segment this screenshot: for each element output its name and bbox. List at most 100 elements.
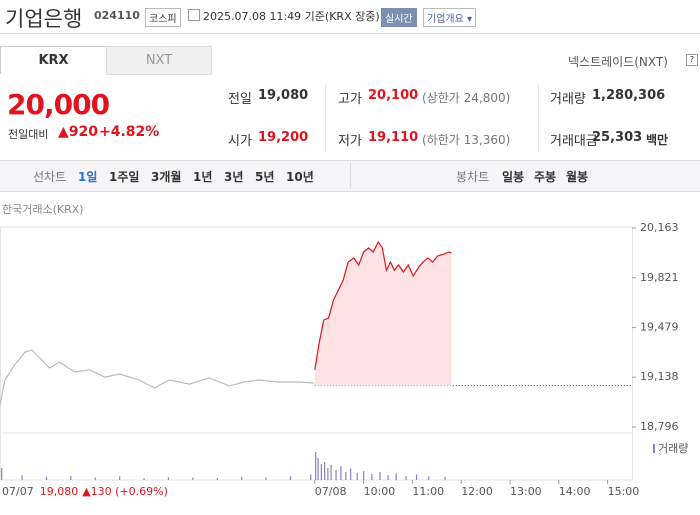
candle-button[interactable]: 주봉 [534,170,557,184]
volume-bar [289,476,292,480]
period-button[interactable]: 5년 [255,170,275,184]
field-label: 거래량 [550,92,586,107]
field-value: 19,110 [368,130,419,145]
change-pct: +4.82% [99,124,160,140]
period-button[interactable]: 1주일 [109,170,140,184]
volume-bar [310,474,312,480]
volume-bar [405,476,407,480]
period-button[interactable]: 1년 [193,170,213,184]
timestamp: 2025.07.08 11:49 기준(KRX 장중) [203,10,380,23]
volume-bar [241,476,243,480]
realtime-badge[interactable]: 실시간 [381,8,417,27]
candle-button[interactable]: 일봉 [502,170,525,184]
candle-chart-label: 봉차트 [456,170,490,184]
nxt-link[interactable]: 넥스트레이드(NXT) [568,55,668,69]
col-sep [325,85,326,150]
field-value: 1,280,306 [592,88,666,103]
candle-button[interactable]: 월봉 [566,170,589,184]
volume-bar [327,468,329,480]
volume-bar [317,458,319,480]
field-value: 19,080 [258,88,309,103]
line-chart-label: 선차트 [33,170,67,184]
volume-legend: 거래량 [658,442,688,455]
price-line [314,240,452,370]
volume-bar [265,477,267,480]
plot-frame [0,226,633,481]
price-line [0,349,315,406]
volume-bar [444,476,446,480]
x-tick-label: 07/08 [315,485,347,498]
volume-bar [395,473,397,480]
period-button[interactable]: 10년 [286,170,314,184]
volume-bar [335,470,337,480]
source: 한국거래소(KRX) [2,203,84,216]
overview-label: 기업개요 [427,14,464,25]
volume-bar [315,452,317,480]
info-price: 19,080 [40,485,79,498]
tab-nxt[interactable]: NXT [106,46,212,75]
x-tick-label: 15:00 [608,485,640,498]
x-tick-label: 12:00 [461,485,493,498]
x-tick-label: 13:00 [510,485,542,498]
volume-bar [192,477,194,480]
stock-name: 기업은행 [5,7,83,31]
volume-bar [356,472,358,480]
field-value: 20,100 [368,88,419,103]
volume-bar [387,475,389,480]
area [314,242,452,386]
volume-bar [363,471,365,480]
overview-button[interactable]: 기업개요 ▾ [423,8,477,27]
field-value: 25,303 [592,130,643,145]
field-note: (하한가 13,360) [422,133,511,147]
volume-bar [428,476,430,480]
y-tick-label: 20,163 [640,221,679,234]
volume-bar [1,468,3,480]
volume-bar [350,468,352,480]
volume-bar [45,476,48,480]
field-label: 전일 [228,92,252,107]
x-tick-label: 14:00 [559,485,591,498]
volume-bar [324,462,326,480]
change: ▲920 [58,124,98,140]
col-sep [538,85,539,150]
calendar-icon [188,9,200,21]
volume-bar [94,477,96,480]
info-date: 07/07 [2,485,34,498]
x-tick-label: 11:00 [412,485,444,498]
field-label: 고가 [338,92,362,107]
field-label: 거래대금 [550,134,598,149]
period-button[interactable]: 3개월 [151,170,182,184]
volume-bar [415,474,418,480]
volume-bar [371,474,373,480]
volume-bar [320,464,322,480]
volume-bar [21,475,23,480]
volume-bar [143,478,145,480]
volume-bar [330,464,332,480]
y-tick-label: 19,821 [640,271,679,284]
volume-bar [119,476,121,480]
volume-bar [70,476,72,480]
field-value: 19,200 [258,130,309,145]
market-badge: 코스피 [145,8,181,27]
field-unit: 백만 [646,133,669,147]
y-tick-label: 18,796 [640,420,679,433]
period-button[interactable]: 3년 [224,170,244,184]
info-change: ▲130 (+0.69%) [82,485,168,498]
current-price: 20,000 [7,88,110,121]
toolbar-sep [350,163,351,188]
divider [0,33,700,34]
volume-bar [167,477,170,480]
x-tick-label: 10:00 [364,485,396,498]
stock-code: 024110 [94,9,140,22]
y-tick-label: 19,138 [640,370,679,383]
period-button[interactable]: 1일 [78,170,98,184]
volume-bar [340,466,342,480]
volume-bar [345,472,347,480]
field-label: 시가 [228,134,252,149]
y-tick-label: 19,479 [640,321,679,334]
change-label: 전일대비 [8,128,49,141]
volume-bar [216,478,218,480]
help-icon[interactable]: ? [686,54,698,66]
